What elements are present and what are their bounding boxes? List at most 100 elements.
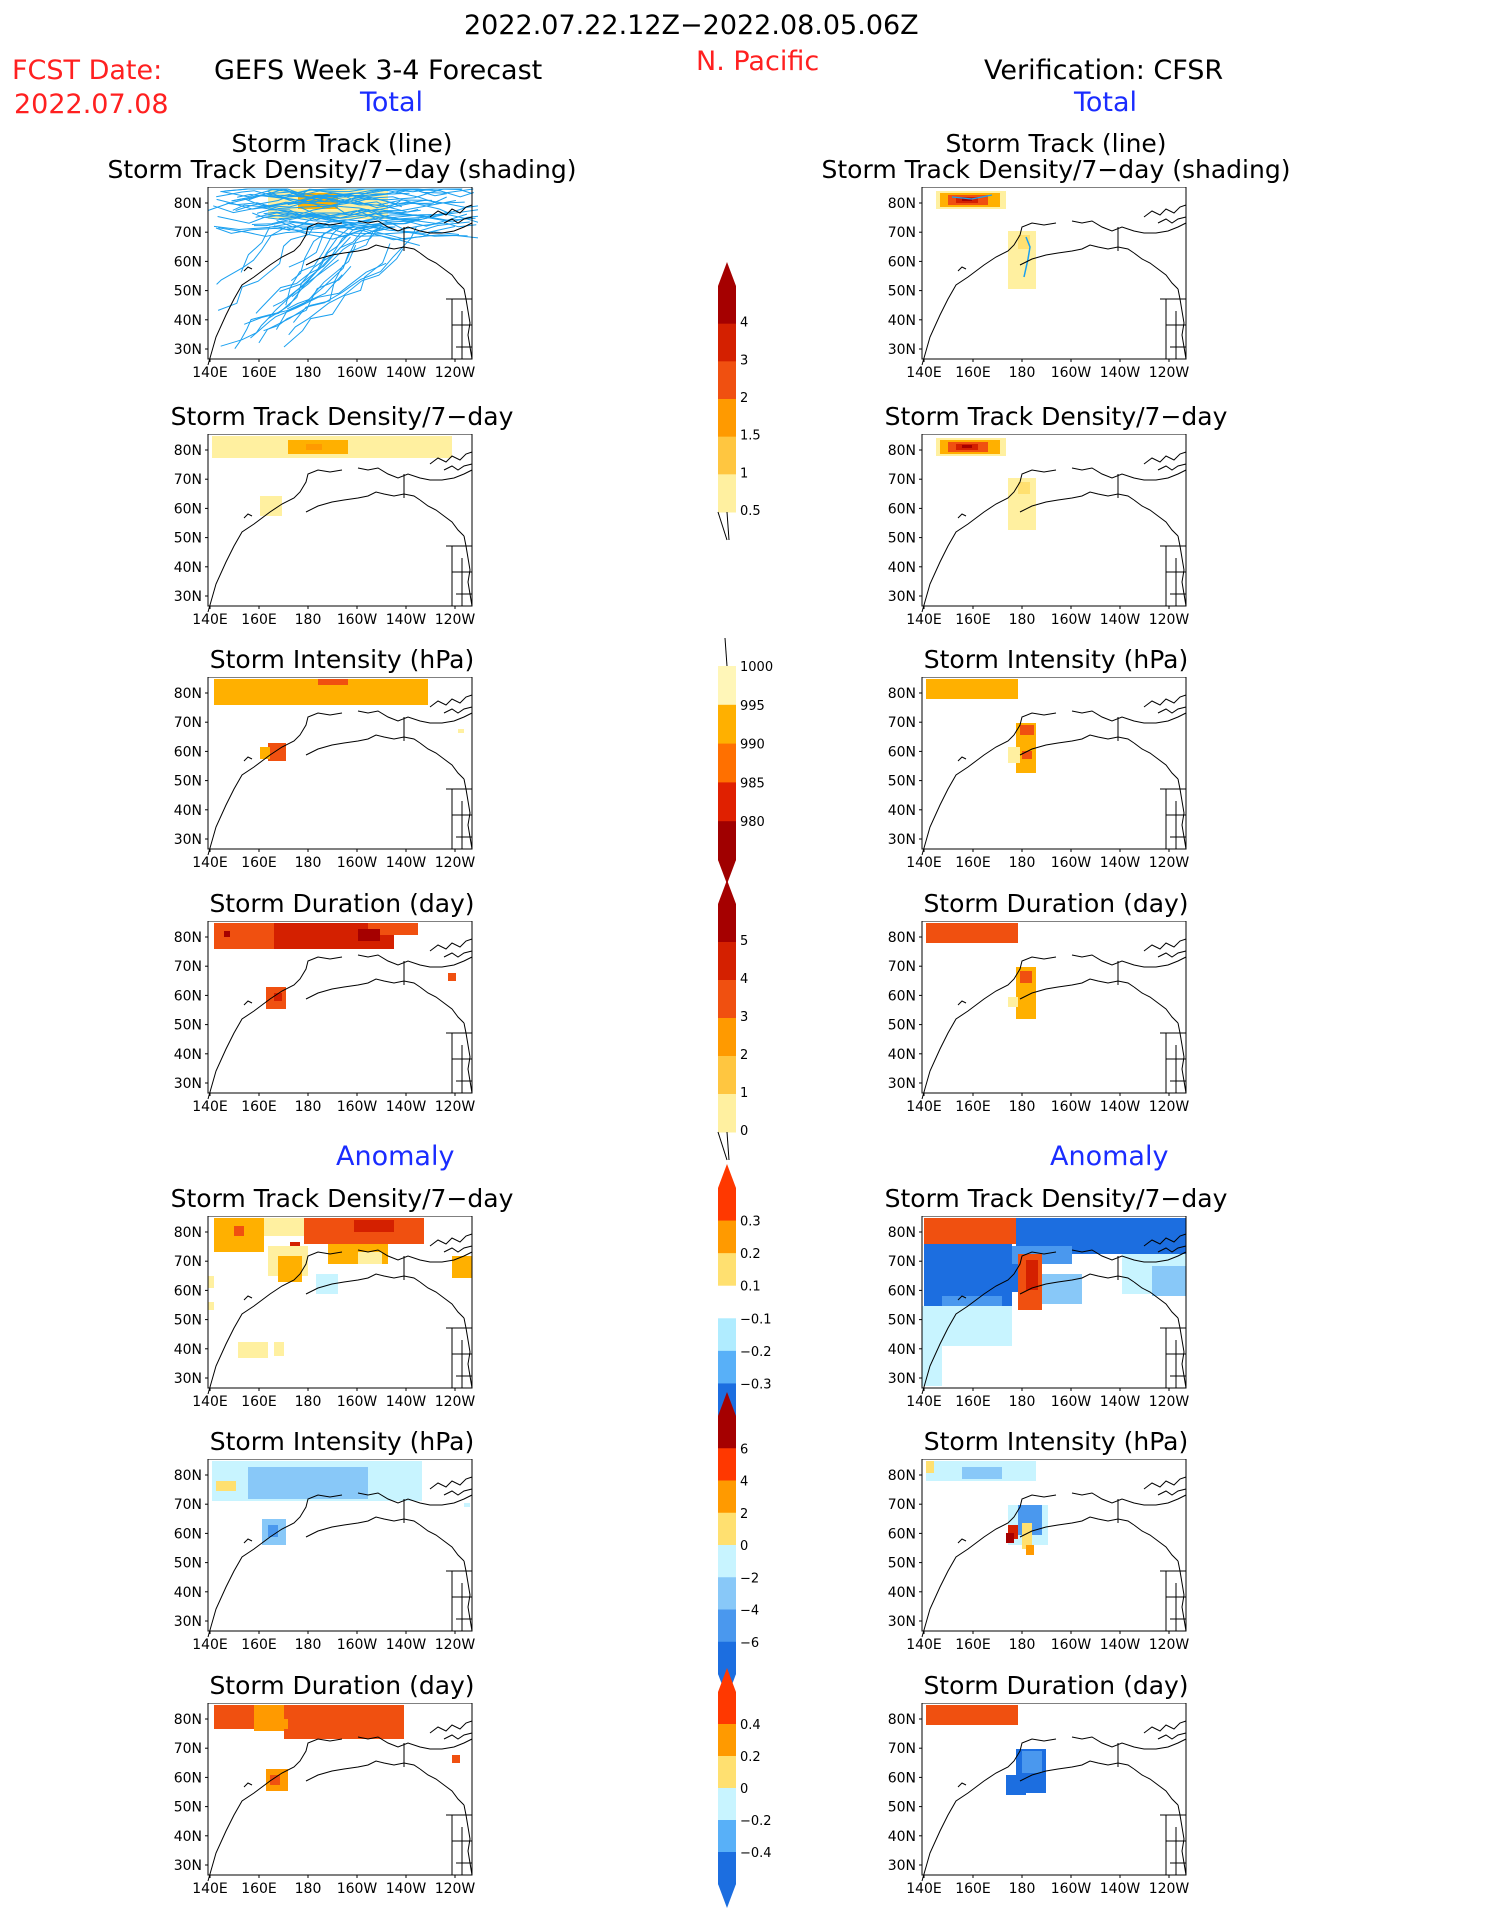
- lon-tick-label: 160W: [1051, 1099, 1092, 1115]
- shading: [214, 923, 456, 1009]
- lat-tick-label: 60N: [174, 501, 202, 517]
- lat-tick-label: 40N: [888, 1585, 916, 1601]
- colorbar-tick-label: 0.3: [740, 1215, 761, 1230]
- lat-tick-label: 60N: [888, 1526, 916, 1542]
- map-plot: 80N 70N 60N 50N 40N 30N 140E 160E 180 160W 140W 120…: [174, 1216, 475, 1410]
- lat-tick-label: 70N: [174, 715, 202, 731]
- colorbar-tick-label: 4: [740, 316, 748, 331]
- lon-tick-label: 160W: [337, 1099, 378, 1115]
- lon-tick-label: 180: [1009, 855, 1036, 871]
- right-anomaly-label: Anomaly: [1050, 1141, 1169, 1172]
- map-coastline: [207, 1233, 473, 1395]
- lon-tick-label: 160W: [337, 612, 378, 628]
- lat-tick-label: 70N: [888, 1741, 916, 1757]
- lon-tick-label: 160E: [955, 1637, 991, 1653]
- lon-tick-label: 160E: [955, 1099, 991, 1115]
- lat-tick-label: 80N: [174, 930, 202, 946]
- colorbar-tick-label: 2: [740, 391, 748, 406]
- lat-tick-label: 80N: [174, 196, 202, 212]
- map-coastline: [921, 938, 1187, 1100]
- map-frame: [921, 677, 1187, 850]
- panel-title: Storm Intensity (hPa): [923, 1427, 1189, 1456]
- lat-tick-label: 60N: [174, 1770, 202, 1786]
- lon-tick-label: 120W: [435, 612, 476, 628]
- lat-tick-label: 50N: [888, 774, 916, 790]
- map-coastline: [921, 1720, 1187, 1882]
- colorbar-tick-label: 3: [740, 353, 748, 368]
- lon-tick-label: 180: [1009, 612, 1036, 628]
- lon-tick-label: 160E: [241, 612, 277, 628]
- lon-tick-label: 120W: [1149, 1881, 1190, 1897]
- lon-tick-label: 120W: [435, 855, 476, 871]
- left-column-title: GEFS Week 3-4 Forecast: [214, 55, 543, 86]
- map-plot: 80N 70N 60N 50N 40N 30N 140E 160E 180 160W 140W 120…: [174, 1459, 475, 1653]
- colorbar-tick-label: 2: [740, 1048, 748, 1063]
- lon-tick-label: 140W: [1100, 1881, 1141, 1897]
- lat-tick-label: 70N: [174, 472, 202, 488]
- colorbar-tick-label: 4: [740, 972, 748, 987]
- date-range-title: 2022.07.22.12Z−2022.08.05.06Z: [464, 10, 919, 41]
- lon-tick-label: 160E: [955, 1881, 991, 1897]
- lat-tick-label: 40N: [174, 1047, 202, 1063]
- lat-tick-label: 60N: [174, 1526, 202, 1542]
- lon-tick-label: 140E: [906, 612, 942, 628]
- colorbar-tick-label: 990: [740, 738, 765, 753]
- shading: [922, 1218, 1186, 1386]
- lon-tick-label: 160W: [1051, 365, 1092, 381]
- lon-tick-label: 160E: [241, 1099, 277, 1115]
- colorbar-tick-label: 6: [740, 1442, 748, 1457]
- lon-tick-label: 160E: [955, 855, 991, 871]
- colorbar-tick-label: 3: [740, 1010, 748, 1025]
- lat-tick-label: 30N: [888, 589, 916, 605]
- map-plot: 80N 70N 60N 50N 40N 30N 140E 160E 180 160W 140W 120…: [888, 677, 1189, 871]
- lon-tick-label: 140E: [906, 1637, 942, 1653]
- lat-tick-label: 80N: [888, 1225, 916, 1241]
- map-coastline: [921, 204, 1187, 366]
- lat-tick-label: 70N: [174, 1254, 202, 1270]
- map-coastline: [921, 1476, 1187, 1638]
- lat-tick-label: 60N: [174, 744, 202, 760]
- lat-tick-label: 70N: [888, 1497, 916, 1513]
- lat-tick-label: 40N: [174, 313, 202, 329]
- lat-tick-label: 70N: [888, 715, 916, 731]
- colorbar-tick-label: 0.1: [740, 1280, 761, 1295]
- map-coastline: [921, 451, 1187, 613]
- colorbar-tick-label: 0.5: [740, 504, 761, 519]
- lon-tick-label: 140W: [1100, 1394, 1141, 1410]
- lat-tick-label: 70N: [888, 959, 916, 975]
- lat-tick-label: 30N: [174, 1076, 202, 1092]
- panel-title: Storm Track Density/7−day: [884, 1184, 1228, 1213]
- map-plot: 80N 70N 60N 50N 40N 30N 140E 160E 180 160W 140W 120…: [888, 1703, 1190, 1897]
- lon-tick-label: 140E: [906, 1099, 942, 1115]
- lat-tick-label: 30N: [174, 589, 202, 605]
- colorbar-tick-label: −0.1: [740, 1312, 772, 1327]
- lat-tick-label: 80N: [888, 1468, 916, 1484]
- lat-tick-label: 30N: [888, 1371, 916, 1387]
- fcst-date-value: 2022.07.08: [14, 89, 169, 120]
- lat-tick-label: 80N: [174, 686, 202, 702]
- lon-tick-label: 140W: [386, 365, 427, 381]
- lat-tick-label: 80N: [888, 196, 916, 212]
- lon-tick-label: 120W: [1149, 612, 1190, 628]
- lat-tick-label: 50N: [174, 1313, 202, 1329]
- lon-tick-label: 160W: [1051, 1637, 1092, 1653]
- lon-tick-label: 180: [295, 1637, 322, 1653]
- lon-tick-label: 120W: [1149, 1637, 1190, 1653]
- lon-tick-label: 140E: [906, 365, 942, 381]
- lat-tick-label: 40N: [174, 1585, 202, 1601]
- lat-tick-label: 80N: [174, 1225, 202, 1241]
- lat-tick-label: 80N: [888, 443, 916, 459]
- map-coastline: [207, 938, 473, 1100]
- map-plot: 80N 70N 60N 50N 40N 30N 140E 160E 180 160W 140W 120…: [888, 921, 1189, 1115]
- lon-tick-label: 160W: [337, 1637, 378, 1653]
- lon-tick-label: 180: [295, 1881, 322, 1897]
- map-plot: 80N 70N 60N 50N 40N 30N 140E 160E 180 160W 140W 120…: [174, 187, 478, 381]
- lon-tick-label: 160W: [337, 855, 378, 871]
- lat-tick-label: 50N: [174, 1800, 202, 1816]
- lat-tick-label: 40N: [174, 1342, 202, 1358]
- map-plot: 80N 70N 60N 50N 40N 30N 140E 160E 180 160W 140W 120…: [888, 1459, 1190, 1653]
- panel-title: Storm Track (line): [945, 129, 1167, 158]
- lat-tick-label: 80N: [174, 1468, 202, 1484]
- panel-title: Storm Track Density/7−day (shading): [821, 155, 1291, 184]
- lon-tick-label: 160W: [1051, 612, 1092, 628]
